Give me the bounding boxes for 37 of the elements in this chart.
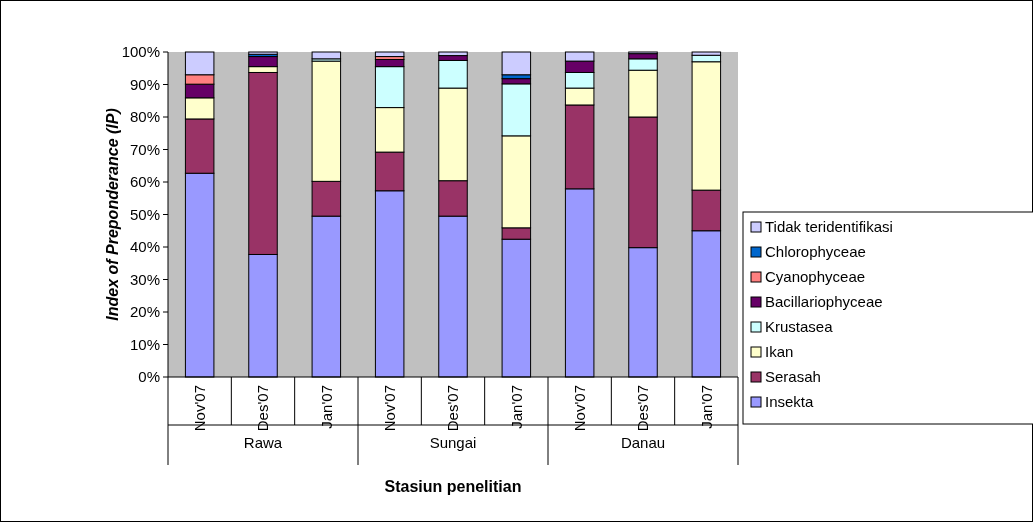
y-tick-label: 100% (121, 43, 160, 61)
bar (374, 51, 405, 58)
y-tick-label: 30% (129, 270, 160, 288)
x-tick-label: Des'07 (254, 385, 272, 432)
legend-label: Cyanophyceae (765, 268, 866, 286)
x-tick-label: Nov'07 (380, 385, 398, 432)
bar (438, 51, 468, 57)
x-tick-label: Jan'07 (697, 385, 715, 429)
legend-label: Insekta (765, 393, 815, 411)
x-tick-label: Nov'07 (190, 385, 208, 432)
x-axis-title: Stasiun penelitian (384, 478, 522, 495)
y-axis-title: Index of Preponderance (IP) (104, 108, 121, 321)
y-tick-label: 50% (129, 205, 160, 223)
y-tick-label: 70% (129, 140, 160, 158)
y-tick-label: 80% (129, 108, 160, 126)
y-tick-label: 90% (129, 75, 160, 93)
x-tick-label: Jan'07 (507, 385, 525, 429)
bar (501, 51, 532, 76)
x-tick-label: Des'07 (634, 385, 652, 432)
legend-label: Chlorophyceae (765, 243, 866, 261)
legend-label: Bacillariophyceae (765, 293, 883, 311)
bar (311, 51, 342, 60)
legend-label: Serasah (765, 368, 821, 386)
y-tick-label: 0% (138, 368, 160, 386)
x-tick-label: Nov'07 (570, 385, 588, 432)
y-tick-label: 40% (129, 238, 160, 256)
text: Rawa (243, 434, 283, 451)
y-tick-label: 60% (129, 173, 160, 191)
text: Sungai (429, 434, 477, 451)
x-tick-label: Des'07 (444, 385, 462, 432)
legend-label: Tidak teridentifikasi (765, 218, 893, 236)
x-tick-label: Jan'07 (317, 385, 335, 429)
y-tick-label: 20% (129, 303, 160, 321)
y-tick-label: 10% (129, 335, 160, 353)
text: Danau (620, 434, 666, 451)
legend-label: Krustasea (765, 318, 834, 336)
legend-label: Ikan (765, 343, 794, 361)
